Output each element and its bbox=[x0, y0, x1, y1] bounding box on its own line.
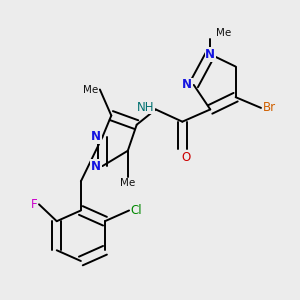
Text: Cl: Cl bbox=[130, 204, 142, 217]
Text: N: N bbox=[91, 130, 101, 143]
Text: Br: Br bbox=[262, 101, 276, 114]
Text: N: N bbox=[91, 160, 101, 172]
Text: Me: Me bbox=[216, 28, 231, 38]
Text: O: O bbox=[181, 151, 190, 164]
Text: N: N bbox=[182, 78, 192, 92]
Text: NH: NH bbox=[137, 100, 154, 113]
Text: N: N bbox=[205, 48, 215, 61]
Text: F: F bbox=[31, 198, 38, 211]
Text: Me: Me bbox=[83, 85, 98, 94]
Text: Me: Me bbox=[120, 178, 135, 188]
